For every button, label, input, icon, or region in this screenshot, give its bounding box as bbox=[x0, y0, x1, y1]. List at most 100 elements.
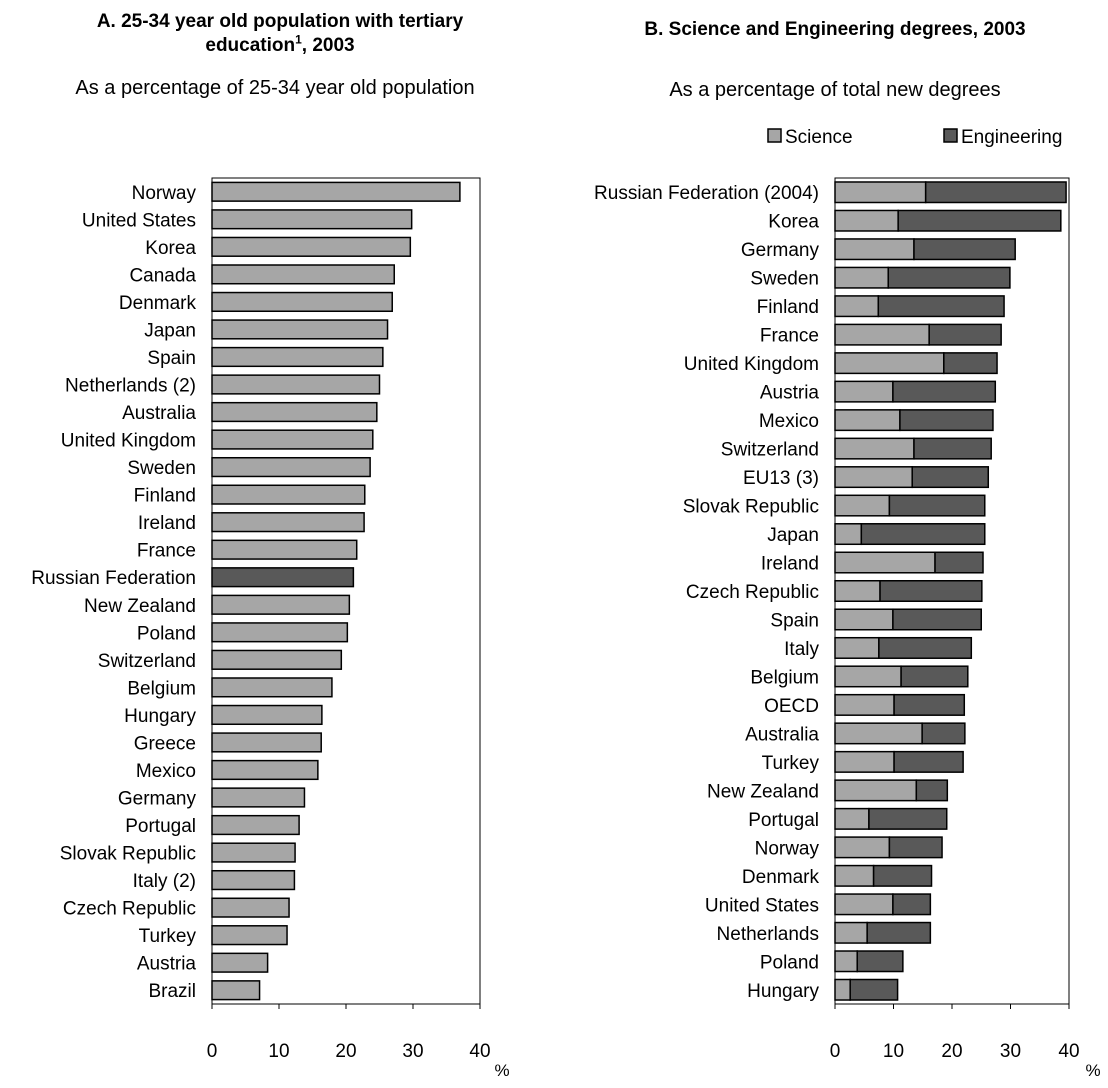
chart-b-category-label: Switzerland bbox=[721, 440, 819, 461]
chart-b-bar-engineering bbox=[878, 636, 973, 659]
chart-a-category-label: Netherlands (2) bbox=[65, 376, 196, 397]
chart-b-category-label: Netherlands bbox=[717, 924, 819, 945]
chart-a-bar bbox=[211, 484, 366, 505]
chart-a-bar bbox=[211, 236, 412, 257]
chart-b-subtitle: As a percentage of total new degrees bbox=[669, 79, 1001, 101]
chart-b-bar-science bbox=[834, 893, 894, 916]
chart-b-bar-science bbox=[834, 693, 895, 716]
chart-a-bar bbox=[211, 814, 300, 836]
chart-a-category-label: Switzerland bbox=[98, 651, 196, 672]
chart-a-category-label: Denmark bbox=[119, 293, 197, 314]
chart-b-bar-science bbox=[834, 579, 881, 603]
chart-b-category-label: Ireland bbox=[761, 554, 819, 575]
chart-b-bar-engineering bbox=[866, 921, 932, 944]
legend-engineering-label: Engineering bbox=[961, 127, 1062, 148]
chart-a-bar bbox=[211, 539, 358, 560]
legend-science-label: Science bbox=[785, 127, 853, 148]
chart-a-x-axis-label: % bbox=[494, 1061, 509, 1080]
chart-a-bar bbox=[211, 677, 333, 698]
chart-b-category-label: OECD bbox=[764, 696, 819, 717]
chart-b-bar-science bbox=[834, 722, 923, 745]
chart-b-bar-science bbox=[834, 836, 891, 859]
chart-b-bar-science bbox=[834, 950, 858, 973]
chart-a-bar bbox=[211, 264, 395, 285]
chart-b-bar-science bbox=[834, 551, 936, 574]
chart-a-bar bbox=[211, 869, 296, 891]
chart-a-category-label: Poland bbox=[137, 623, 196, 644]
chart-a-category-label: Australia bbox=[122, 403, 196, 424]
chart-b-bar-science bbox=[834, 380, 894, 403]
chart-b-bar-engineering bbox=[928, 323, 1002, 346]
chart-a-category-label: Mexico bbox=[136, 761, 196, 782]
chart-b-bar-engineering bbox=[856, 950, 904, 973]
chart-b-category-label: Australia bbox=[745, 724, 819, 745]
chart-a-category-label: United Kingdom bbox=[61, 431, 196, 452]
chart-b-x-tick-label: 0 bbox=[830, 1041, 841, 1062]
chart-b-bar-engineering bbox=[915, 779, 949, 802]
chart-b-bar-engineering bbox=[921, 722, 966, 745]
chart-a-category-label: Brazil bbox=[148, 981, 196, 1002]
chart-b-bar-engineering bbox=[887, 266, 1011, 289]
chart-a-bar bbox=[211, 594, 351, 615]
chart-a-bar bbox=[211, 925, 288, 946]
chart-a-category-label: Slovak Republic bbox=[60, 844, 196, 865]
chart-b-x-tick-label: 40 bbox=[1058, 1041, 1079, 1062]
chart-b-bar-engineering bbox=[888, 494, 986, 517]
chart-b-bar-science bbox=[834, 807, 870, 830]
chart-b-bar-engineering bbox=[911, 466, 990, 489]
chart-a-x-tick-label: 30 bbox=[402, 1041, 423, 1062]
chart-b-category-label: Mexico bbox=[759, 411, 819, 432]
chart-a-bar bbox=[211, 567, 355, 588]
chart-b-bar-science bbox=[834, 238, 915, 261]
chart-a-bar bbox=[211, 319, 389, 340]
chart-b-bar-science bbox=[834, 978, 851, 1001]
chart-a-bar bbox=[211, 897, 290, 918]
chart-a-bar bbox=[211, 374, 381, 395]
chart-b-bar-science bbox=[834, 608, 894, 631]
chart-b-bar-science bbox=[834, 750, 895, 773]
chart-b-x-tick-label: 20 bbox=[941, 1041, 962, 1062]
chart-a-category-label: Czech Republic bbox=[63, 899, 196, 920]
chart-a-bar bbox=[211, 291, 393, 313]
chart-b-bar-science bbox=[834, 266, 889, 289]
chart-b-bar-engineering bbox=[900, 665, 969, 688]
chart-a-title-suffix: , 2003 bbox=[301, 35, 355, 56]
chart-b-bar-science bbox=[834, 466, 913, 489]
chart-b-bar-science bbox=[834, 437, 915, 460]
chart-b-category-label: Czech Republic bbox=[686, 582, 819, 603]
chart-b-bar-engineering bbox=[924, 181, 1067, 204]
chart-a-category-label: New Zealand bbox=[84, 596, 196, 617]
chart-b-category-label: Slovak Republic bbox=[683, 497, 819, 518]
chart-b-bar-engineering bbox=[892, 380, 997, 403]
chart-a-category-label: Russian Federation bbox=[31, 568, 196, 589]
chart-b-x-tick-label: 30 bbox=[1000, 1041, 1021, 1062]
chart-b-category-label: EU13 (3) bbox=[743, 468, 819, 489]
chart-a-x-tick-label: 10 bbox=[268, 1041, 289, 1062]
chart-b-bar-engineering bbox=[879, 579, 983, 603]
chart-a-bar bbox=[211, 952, 269, 973]
chart-b-bar-science bbox=[834, 523, 863, 546]
chart-b-category-label: Russian Federation (2004) bbox=[594, 183, 819, 204]
chart-a-category-label: Germany bbox=[118, 789, 197, 810]
chart-a-title-superscript: 1 bbox=[295, 32, 302, 47]
chart-b-category-label: New Zealand bbox=[707, 781, 819, 802]
chart-b-category-label: United States bbox=[705, 895, 819, 916]
chart-a-category-label: Finland bbox=[134, 486, 196, 507]
chart-b-bar-engineering bbox=[877, 295, 1005, 318]
chart-a-title: A. 25-34 year old population with tertia… bbox=[20, 10, 540, 58]
chart-b-category-label: Sweden bbox=[750, 269, 819, 290]
chart-b-category-label: Korea bbox=[768, 212, 819, 233]
chart-a-bar bbox=[211, 704, 323, 726]
chart-b-category-label: Germany bbox=[741, 240, 820, 261]
chart-a-category-label: Turkey bbox=[139, 926, 197, 947]
chart-b-bar-science bbox=[834, 409, 901, 432]
chart-a-bar bbox=[211, 622, 349, 643]
chart-a-bar bbox=[211, 759, 319, 781]
chart-b-category-label: Poland bbox=[760, 952, 819, 973]
chart-b-bar-science bbox=[834, 181, 927, 204]
legend-science-swatch bbox=[767, 128, 782, 143]
chart-b-bar-engineering bbox=[888, 836, 943, 859]
chart-b-bar-engineering bbox=[868, 807, 948, 830]
chart-b-bar-engineering bbox=[893, 750, 964, 773]
chart-b-category-label: Austria bbox=[760, 383, 820, 404]
